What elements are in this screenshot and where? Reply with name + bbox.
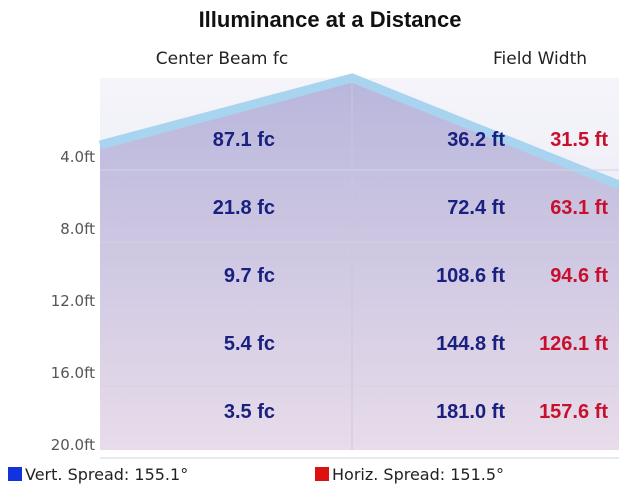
distance-label: 20.0ft: [51, 436, 95, 454]
center-fc: 87.1 fc: [213, 129, 275, 151]
horiz-width: 157.6 ft: [539, 401, 608, 423]
vert-width: 144.8 ft: [436, 333, 505, 355]
center-fc: 9.7 fc: [224, 265, 275, 287]
legend-swatch-vert: [8, 467, 22, 481]
center-fc: 5.4 fc: [224, 333, 275, 355]
vert-width: 72.4 ft: [447, 197, 505, 219]
distance-label: 12.0ft: [51, 292, 95, 310]
beam-cone: [100, 78, 619, 450]
rows: 4.0ft 87.1 fc 36.2 ft 31.5 ft 8.0ft 21.8 fc 72…: [51, 129, 619, 459]
distance-label: 16.0ft: [51, 364, 95, 382]
title: Illuminance at a Distance: [199, 7, 462, 32]
header-center: Center Beam fc: [156, 49, 288, 69]
vert-width: 36.2 ft: [447, 129, 505, 151]
legend-swatch-horiz: [315, 467, 329, 481]
vert-width: 181.0 ft: [436, 401, 505, 423]
center-fc: 3.5 fc: [224, 401, 275, 423]
horiz-width: 126.1 ft: [539, 333, 608, 355]
center-fc: 21.8 fc: [213, 197, 275, 219]
legend-vert: Vert. Spread: 155.1°: [25, 465, 188, 484]
horiz-width: 63.1 ft: [550, 197, 608, 219]
vert-width: 108.6 ft: [436, 265, 505, 287]
horiz-width: 94.6 ft: [550, 265, 608, 287]
legend-horiz: Horiz. Spread: 151.5°: [332, 465, 504, 484]
header-field: Field Width: [493, 49, 587, 69]
horiz-width: 31.5 ft: [550, 129, 608, 151]
distance-label: 8.0ft: [60, 220, 95, 238]
distance-label: 4.0ft: [60, 148, 95, 166]
